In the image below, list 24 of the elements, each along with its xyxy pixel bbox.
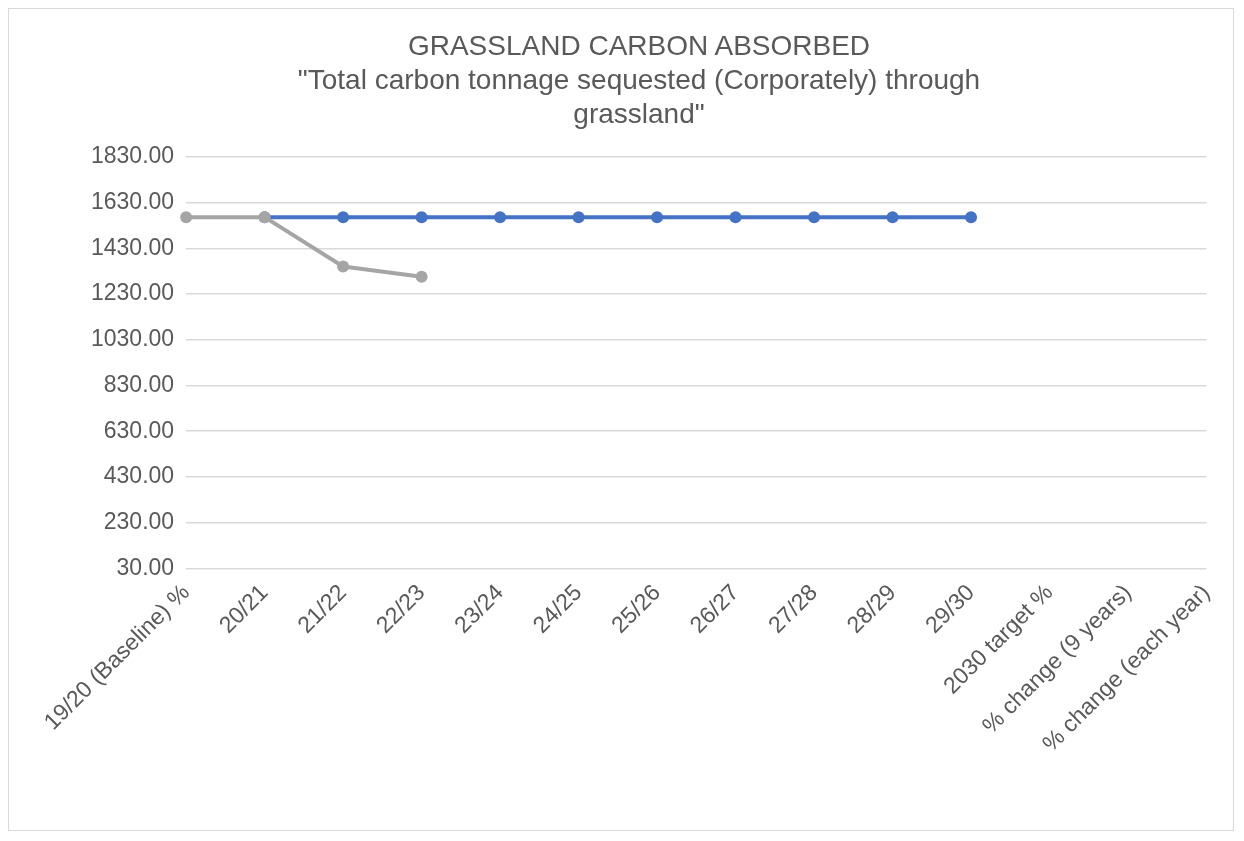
y-tick-label: 430.00 <box>103 462 175 489</box>
point <box>965 211 978 224</box>
y-tick-label: 230.00 <box>103 507 175 534</box>
y-tick-label: 1830.00 <box>91 142 175 169</box>
y-tick-label: 830.00 <box>103 370 175 397</box>
point <box>651 211 664 224</box>
point <box>494 211 507 224</box>
point <box>729 211 742 224</box>
point <box>415 211 428 224</box>
y-tick-label: 1630.00 <box>91 187 175 214</box>
y-tick-label: 1230.00 <box>91 279 175 306</box>
point <box>415 270 428 283</box>
point <box>337 260 350 273</box>
point <box>180 211 193 224</box>
y-tick-label: 630.00 <box>103 416 175 443</box>
point <box>572 211 585 224</box>
point <box>337 211 350 224</box>
y-tick-label: 30.00 <box>116 553 175 580</box>
chart-title: GRASSLAND CARBON ABSORBED <box>406 29 872 63</box>
y-tick-label: 1030.00 <box>91 325 175 352</box>
chart-subtitle: "Total carbon tonnage sequested (Corporately) through grassland" <box>296 63 982 131</box>
point <box>808 211 821 224</box>
y-tick-label: 1430.00 <box>91 233 175 260</box>
point <box>886 211 899 224</box>
